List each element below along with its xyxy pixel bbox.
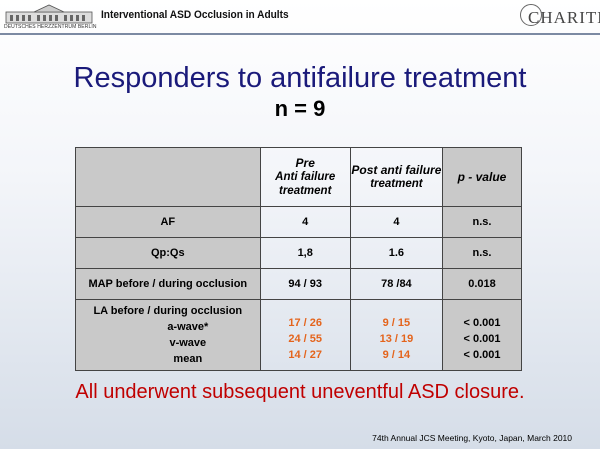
- la-post-mean: 9 / 14: [382, 349, 411, 361]
- la-post-v-wave: 13 / 19: [379, 333, 414, 345]
- row-label: Qp:Qs: [75, 237, 261, 269]
- footer-citation: 74th Annual JCS Meeting, Kyoto, Japan, M…: [372, 433, 572, 443]
- la-p-a-wave: < 0.001: [463, 317, 501, 329]
- dhzb-logo: DEUTSCHES HERZZENTRUM BERLIN: [4, 3, 97, 31]
- row-p-value: n.s.: [441, 237, 523, 269]
- slide-title: Responders to antifailure treatment: [73, 62, 527, 94]
- la-pre-v-wave: 24 / 55: [288, 333, 323, 345]
- row-label: AF: [75, 206, 261, 238]
- la-row-labels: LA before / during occlusion a-wave* v-w…: [75, 299, 261, 371]
- conclusion-text: All underwent subsequent uneventful ASD …: [75, 381, 525, 403]
- header-post: Post anti failure treatment: [349, 147, 443, 207]
- row-p-value: 0.018: [441, 268, 523, 300]
- la-post-a-wave: 9 / 15: [382, 317, 411, 329]
- header-empty-cell: [75, 147, 261, 207]
- charite-logo: CHARITÉ: [520, 4, 600, 30]
- header-p-value: p - value: [441, 147, 523, 207]
- table-row-la: LA before / during occlusion a-wave* v-w…: [75, 299, 523, 371]
- la-pre-values: 17 / 26 24 / 55 14 / 27: [259, 299, 351, 371]
- table-row: Qp:Qs 1,8 1.6 n.s.: [75, 237, 523, 269]
- la-sub-label-v-wave: v-wave: [169, 337, 207, 349]
- charite-circle-icon: [520, 4, 542, 26]
- results-table: Pre Anti failure treatment Post anti fai…: [75, 147, 523, 371]
- table-header-row: Pre Anti failure treatment Post anti fai…: [75, 147, 523, 207]
- header-pre: Pre Anti failure treatment: [259, 147, 351, 207]
- row-pre-value: 4: [259, 206, 351, 238]
- header-title: Interventional ASD Occlusion in Adults: [101, 9, 289, 21]
- table-row: AF 4 4 n.s.: [75, 206, 523, 238]
- la-p-v-wave: < 0.001: [463, 333, 501, 345]
- row-pre-value: 94 / 93: [259, 268, 351, 300]
- la-pre-mean: 14 / 27: [288, 349, 323, 361]
- slide-subtitle: n = 9: [274, 96, 326, 121]
- header-post-line2: treatment: [370, 178, 423, 190]
- header-pre-line1: Pre: [295, 156, 315, 170]
- la-row-label: LA before / during occlusion: [93, 305, 243, 317]
- la-sub-label-mean: mean: [173, 353, 203, 365]
- la-post-values: 9 / 15 13 / 19 9 / 14: [349, 299, 443, 371]
- la-p-values: < 0.001 < 0.001 < 0.001: [441, 299, 523, 371]
- la-p-mean: < 0.001: [463, 349, 501, 361]
- row-pre-value: 1,8: [259, 237, 351, 269]
- la-pre-a-wave: 17 / 26: [288, 317, 323, 329]
- row-post-value: 1.6: [349, 237, 443, 269]
- row-post-value: 4: [349, 206, 443, 238]
- charite-wordmark: CHARITÉ: [528, 8, 600, 27]
- table-row: MAP before / during occlusion 94 / 93 78…: [75, 268, 523, 300]
- slide-header: DEUTSCHES HERZZENTRUM BERLIN Interventio…: [0, 0, 600, 33]
- header-post-line1: Post anti failure: [351, 163, 442, 177]
- row-label: MAP before / during occlusion: [75, 268, 261, 300]
- header-divider: [0, 33, 600, 35]
- dhzb-logo-caption: DEUTSCHES HERZZENTRUM BERLIN: [4, 24, 97, 30]
- header-p-value-label: p - value: [457, 170, 507, 184]
- la-sub-label-a-wave: a-wave*: [167, 321, 209, 333]
- row-p-value: n.s.: [441, 206, 523, 238]
- header-pre-line2: Anti failure treatment: [275, 171, 336, 197]
- row-post-value: 78 /84: [349, 268, 443, 300]
